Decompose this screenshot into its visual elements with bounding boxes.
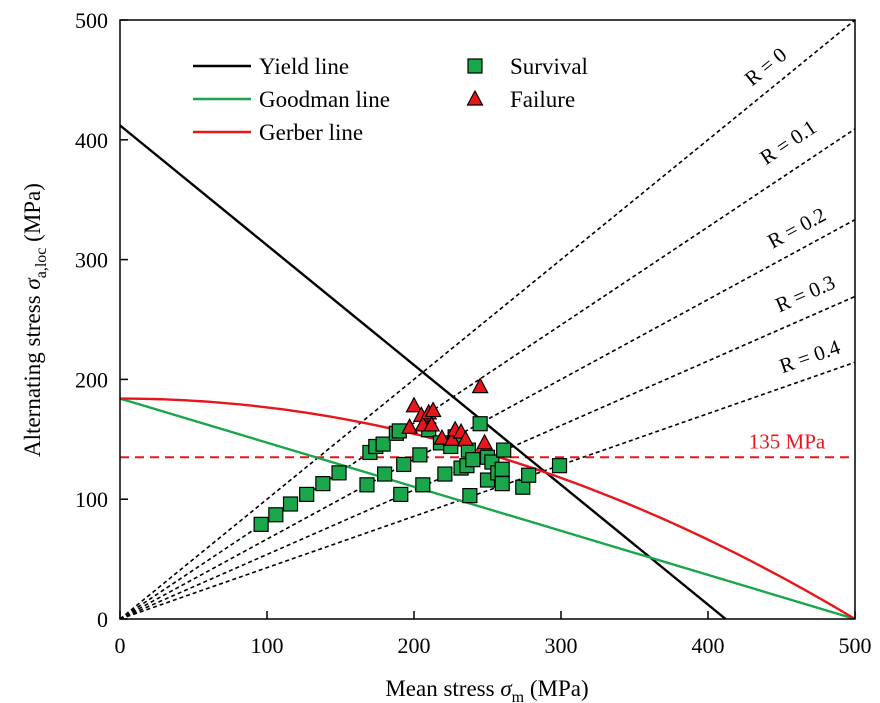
- y-tick-label-2: 200: [75, 367, 108, 392]
- stress-ratio-labels: R = 0 R = 0.1 R = 0.2 R = 0.3 R = 0.4: [740, 42, 844, 378]
- threshold-label: 135 MPa: [749, 429, 826, 453]
- legend-label-survival: Survival: [510, 54, 588, 79]
- survival-point-14: [396, 456, 412, 473]
- survival-point-10: [377, 466, 393, 482]
- survival-point-13: [393, 486, 409, 503]
- survival-point-9: [375, 436, 391, 452]
- survival-point-36: [521, 467, 537, 483]
- y-tick-label-1: 100: [75, 487, 108, 512]
- y-tick-label-4: 400: [75, 128, 108, 153]
- legend-label-yield: Yield line: [259, 54, 349, 79]
- ratio-label-0: R = 0: [740, 42, 791, 90]
- ratio-line-0: [120, 20, 855, 619]
- survival-point-16: [415, 477, 431, 493]
- failure-point-1: [405, 396, 423, 413]
- survival-point-32: [494, 476, 510, 492]
- goodman-line: [120, 397, 855, 619]
- plot-frame: [119, 19, 856, 620]
- failure-point-0: [401, 418, 419, 434]
- survival-point-2: [282, 496, 299, 512]
- y-tick-label-5: 500: [75, 8, 108, 33]
- legend-swatch-survival: [467, 58, 483, 74]
- ratio-label-4: R = 0.4: [776, 335, 843, 378]
- x-axis-ticks: 0 100 200 300 400 500: [115, 611, 872, 658]
- failure-point-11: [456, 430, 474, 446]
- ratio-label-2: R = 0.2: [763, 202, 829, 253]
- survival-point-5: [331, 465, 347, 481]
- y-axis-label: Alternating stress σa,loc (MPa): [20, 183, 50, 457]
- failure-point-5: [423, 415, 441, 432]
- x-tick-label-2: 200: [398, 633, 431, 658]
- x-tick-label-1: 100: [251, 633, 284, 658]
- legend-label-goodman: Goodman line: [259, 87, 390, 112]
- survival-point-1: [268, 507, 284, 523]
- x-tick-label-3: 300: [545, 633, 578, 658]
- legend-label-gerber: Gerber line: [259, 120, 363, 145]
- threshold-label-group: 135 MPa: [749, 429, 826, 453]
- plot-area: R = 0 R = 0.1 R = 0.2 R = 0.3 R = 0.4 135 MP…: [120, 20, 855, 619]
- y-tick-label-3: 300: [75, 248, 108, 273]
- survival-point-19: [437, 466, 453, 482]
- ratio-label-1: R = 0.1: [755, 115, 820, 170]
- y-axis-ticks: 0 100 200 300 400 500: [75, 8, 128, 632]
- y-tick-label-0: 0: [97, 607, 108, 632]
- ratio-line-4: [120, 361, 855, 619]
- ratio-label-3: R = 0.3: [772, 270, 839, 317]
- legend-label-failure: Failure: [510, 87, 575, 112]
- survival-point-25: [462, 488, 478, 504]
- survival-point-34: [496, 442, 512, 458]
- x-axis-label: Mean stress σm (MPa): [385, 676, 588, 703]
- failure-point-6: [424, 401, 442, 418]
- survival-point-33: [494, 461, 510, 477]
- survival-point-27: [472, 416, 488, 432]
- failure-point-12: [471, 377, 489, 394]
- survival-point-26: [465, 452, 481, 468]
- stress-ratio-lines: [120, 20, 855, 619]
- failure-point-13: [476, 433, 494, 450]
- survival-point-3: [299, 486, 315, 503]
- survival-point-37: [551, 458, 568, 474]
- survival-point-15: [412, 447, 428, 463]
- x-tick-label-0: 0: [115, 633, 126, 658]
- survival-point-0: [253, 516, 269, 532]
- data-markers: [253, 377, 568, 532]
- x-tick-label-4: 400: [692, 633, 725, 658]
- failure-point-7: [433, 428, 451, 445]
- ratio-line-1: [120, 128, 855, 619]
- model-lines: [120, 124, 855, 619]
- legend-swatch-failure: [466, 89, 484, 106]
- survival-point-4: [315, 476, 331, 492]
- survival-point-6: [359, 477, 375, 493]
- yield-line: [120, 124, 727, 619]
- x-tick-label-5: 500: [839, 633, 872, 658]
- legend: Yield line Goodman line Gerber line Surviva…: [193, 54, 588, 145]
